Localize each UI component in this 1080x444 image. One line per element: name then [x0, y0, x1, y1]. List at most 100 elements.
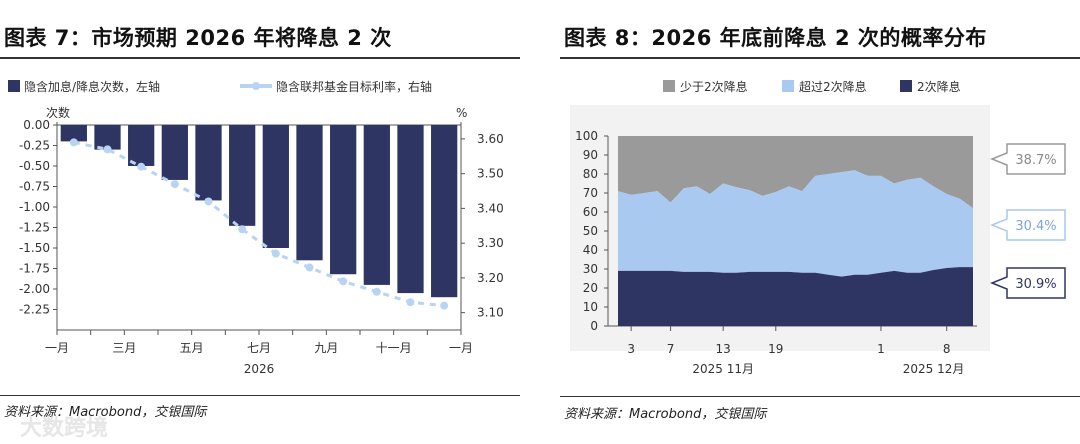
rate-point [69, 138, 78, 147]
legend-swatch-less [663, 80, 675, 92]
rate-point [406, 298, 415, 307]
right-y-tick-label: 50 [583, 224, 598, 238]
legend-label-two: 2次降息 [917, 79, 961, 94]
left-axis-label: 次数 [46, 105, 70, 120]
annotation-callout [989, 143, 1066, 175]
rate-line [73, 140, 445, 308]
left-chart-panel: 图表 7：市场预期 2026 年将降息 2 次 隐含加息/降息次数，左轴 隐含联… [0, 0, 525, 444]
x-tick-label: 五月 [180, 341, 204, 355]
legend-swatch-two [900, 80, 912, 92]
rate-point [103, 145, 112, 154]
right-y-tick-label: 3.40 [477, 201, 504, 215]
left-rate-line [69, 138, 449, 310]
x-tick-label: 8 [943, 342, 951, 356]
left-y-tick-label: -1.50 [19, 241, 50, 255]
right-chart-title: 图表 8：2026 年底前降息 2 次的概率分布 [564, 26, 987, 50]
area-less-than-two [618, 136, 973, 209]
month-label: 2025 11月 [692, 362, 754, 376]
rate-cut-bar [397, 125, 424, 294]
right-bottom-rule [560, 396, 1080, 397]
legend-label-less: 少于2次降息 [680, 79, 748, 94]
left-bars [60, 125, 458, 298]
right-y-tick-label: 20 [583, 281, 598, 295]
left-source: 资料来源：Macrobond，交银国际 [4, 405, 207, 420]
x-tick-label: 1 [877, 342, 885, 356]
rate-cut-bar [330, 125, 357, 275]
rate-point [238, 225, 247, 234]
watermark: 大数跨境 [20, 416, 109, 441]
x-tick-label: 九月 [314, 341, 338, 355]
right-y-tick-label: 3.50 [477, 167, 504, 181]
rate-point [170, 180, 179, 189]
right-chart-panel: 图表 8：2026 年底前降息 2 次的概率分布 少于2次降息 超过2次降息 2… [560, 0, 1080, 444]
right-y-tick-label: 3.10 [477, 306, 504, 320]
left-chart-title: 图表 7：市场预期 2026 年将降息 2 次 [4, 26, 392, 50]
rate-point [204, 197, 213, 206]
right-y-tick-label: 90 [583, 148, 598, 162]
area-two-cuts [618, 267, 973, 326]
x-tick-label: 7 [667, 342, 675, 356]
right-y-tick-label: 3.20 [477, 271, 504, 285]
right-y-tick-label: 0 [590, 319, 598, 333]
left-legend: 隐含加息/降息次数，左轴 隐含联邦基金目标利率，右轴 [8, 79, 432, 94]
annotation-label: 30.9% [1015, 277, 1056, 292]
right-y-tick-label: 70 [583, 186, 598, 200]
right-areas [618, 136, 973, 326]
legend-label-more: 超过2次降息 [799, 79, 867, 94]
x-tick-label: 一月 [449, 341, 473, 355]
right-y-tick-label: 60 [583, 205, 598, 219]
month-label: 2025 12月 [903, 362, 965, 376]
x-tick-label: 十一月 [376, 341, 412, 355]
left-y-tick-label: -2.00 [19, 282, 50, 296]
right-source: 资料来源：Macrobond，交银国际 [564, 407, 767, 422]
rate-point [372, 287, 381, 296]
right-chart-svg: 少于2次降息 超过2次降息 2次降息 % 1009080706050403020… [570, 79, 1066, 376]
left-y-tick-label: -1.75 [19, 262, 50, 276]
right-y-tick-label: 3.30 [477, 236, 504, 250]
left-x-axis-label: 2026 [244, 362, 275, 376]
left-axes: 0.00 -0.25 -0.50 -0.75 -1.00 -1.25 -1.50 -1.75 -… [19, 118, 504, 355]
annotation-callout [989, 267, 1066, 299]
legend-line-dot [252, 82, 260, 90]
right-y-tick-label: 80 [583, 167, 598, 181]
left-y-tick-label: -0.75 [19, 180, 50, 194]
rate-cut-bar [431, 125, 458, 298]
right-axis-label: % [456, 106, 467, 120]
annotation-label: 30.4% [1015, 219, 1056, 234]
right-annotations: 38.7% 30.4% 30.9% [989, 143, 1066, 299]
rate-cut-bar [363, 125, 390, 285]
annotation-callout [989, 209, 1066, 241]
rate-cut-bar [128, 125, 155, 166]
x-tick-label: 七月 [247, 341, 271, 355]
rate-point [305, 263, 314, 272]
left-y-tick-label: -0.25 [19, 139, 50, 153]
legend-bar-swatch [8, 80, 20, 92]
left-y-tick-label: 0.00 [23, 118, 50, 132]
rate-cut-bar [262, 125, 289, 248]
rate-point [440, 301, 449, 310]
right-y-tick-label: 30 [583, 262, 598, 276]
rate-point [271, 249, 280, 258]
left-y-tick-label: -2.25 [19, 303, 50, 317]
x-tick-label: 19 [768, 342, 783, 356]
left-y-tick-label: -0.50 [19, 159, 50, 173]
legend-bar-label: 隐含加息/降息次数，左轴 [24, 79, 160, 94]
annotation-label: 38.7% [1015, 153, 1056, 168]
right-y-tick-label: 10 [583, 300, 598, 314]
right-legend: 少于2次降息 超过2次降息 2次降息 [663, 79, 961, 94]
x-tick-label: 一月 [45, 341, 69, 355]
rate-cut-bar [229, 125, 256, 226]
rate-cut-bar [60, 125, 87, 142]
right-y-tick-label: 40 [583, 243, 598, 257]
left-bottom-rule [0, 395, 520, 396]
x-tick-label: 13 [716, 342, 731, 356]
left-y-tick-label: -1.00 [19, 200, 50, 214]
x-tick-label: 三月 [112, 341, 136, 355]
area-more-than-two [618, 170, 973, 277]
right-y-tick-label: 100 [575, 129, 598, 143]
rate-cut-bar [161, 125, 188, 180]
legend-swatch-more [782, 80, 794, 92]
rate-point [137, 162, 146, 171]
rate-cut-bar [195, 125, 222, 201]
